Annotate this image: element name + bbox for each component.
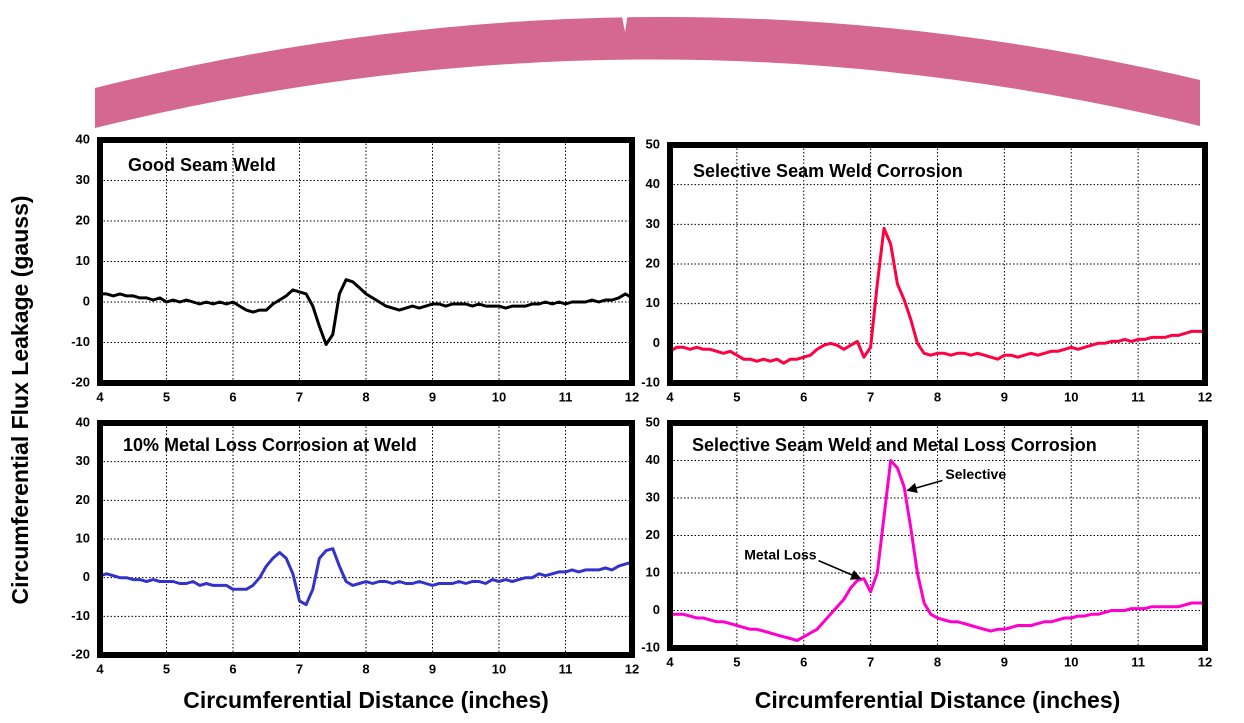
chart-title: Selective Seam Weld Corrosion	[693, 161, 963, 181]
weld-notch	[620, 6, 629, 32]
y-tick-label: -20	[71, 646, 90, 661]
x-axis-label: Circumferential Distance (inches)	[183, 687, 549, 713]
plot-border	[667, 420, 1208, 651]
x-tick-label: 12	[1198, 654, 1212, 669]
chart-title: Good Seam Weld	[128, 155, 276, 175]
y-tick-label: 50	[646, 136, 660, 151]
y-tick-label: 0	[83, 293, 90, 308]
x-tick-label: 4	[666, 389, 674, 404]
y-tick-label: 10	[646, 295, 660, 310]
y-tick-label: 30	[646, 216, 660, 231]
x-tick-label: 6	[800, 389, 807, 404]
x-tick-label: 6	[229, 389, 236, 404]
x-tick-label: 5	[163, 661, 170, 676]
y-tick-label: 0	[653, 602, 660, 617]
y-tick-label: 10	[76, 253, 90, 268]
x-tick-label: 9	[1001, 654, 1008, 669]
y-tick-label: 30	[76, 453, 90, 468]
y-tick-label: 30	[76, 172, 90, 187]
x-tick-label: 4	[666, 654, 674, 669]
chart-panel: -20 -10 0 10 20 30 40 4 5 6 7 8 9 10 11 12 Good Seam Wel…	[71, 131, 639, 404]
chart-title: Selective Seam Weld and Metal Loss Corro…	[692, 435, 1097, 455]
y-tick-label: 20	[76, 492, 90, 507]
x-tick-label: 8	[934, 654, 941, 669]
x-tick-label: 9	[1001, 389, 1008, 404]
x-tick-label: 4	[96, 661, 104, 676]
x-tick-label: 5	[733, 654, 740, 669]
y-tick-label: 40	[76, 131, 90, 146]
x-tick-label: 8	[934, 389, 941, 404]
data-line	[99, 547, 633, 607]
chart-panel: -10 0 10 20 30 40 50 4 5 6 7 8 9 10 11 12 Selective Seam…	[641, 414, 1212, 713]
chart-panel: -10 0 10 20 30 40 50 4 5 6 7 8 9 10 11 12 Selective Seam…	[641, 136, 1212, 404]
y-tick-label: 0	[83, 569, 90, 584]
y-tick-label: 20	[646, 527, 660, 542]
x-tick-label: 10	[1064, 654, 1078, 669]
y-tick-label: -10	[71, 608, 90, 623]
y-tick-label: 10	[76, 530, 90, 545]
x-tick-label: 11	[1131, 654, 1145, 669]
y-tick-label: -20	[71, 374, 90, 389]
x-tick-label: 8	[362, 389, 369, 404]
x-tick-label: 12	[1198, 389, 1212, 404]
x-tick-label: 7	[296, 389, 303, 404]
x-tick-label: 4	[96, 389, 104, 404]
x-tick-label: 11	[559, 661, 573, 676]
x-tick-label: 10	[1064, 389, 1078, 404]
y-tick-label: -10	[71, 334, 90, 349]
x-tick-label: 6	[229, 661, 236, 676]
x-tick-label: 11	[559, 389, 573, 404]
plot-border	[97, 137, 635, 386]
x-tick-label: 5	[733, 389, 740, 404]
data-line	[100, 278, 633, 346]
y-tick-label: 40	[76, 414, 90, 429]
y-tick-label: 50	[646, 414, 660, 429]
y-tick-label: -10	[641, 639, 660, 654]
data-line	[669, 226, 1205, 365]
x-tick-label: 10	[492, 661, 506, 676]
y-tick-label: 40	[646, 176, 660, 191]
annotation-label: Metal Loss	[744, 546, 817, 562]
y-tick-label: 30	[646, 489, 660, 504]
y-tick-label: 10	[646, 564, 660, 579]
x-tick-label: 9	[429, 661, 436, 676]
x-tick-label: 7	[867, 389, 874, 404]
annotation-label: Selective	[945, 466, 1006, 482]
x-tick-label: 12	[625, 661, 639, 676]
annotation-arrow	[818, 559, 862, 580]
x-tick-label: 7	[296, 661, 303, 676]
y-tick-label: 20	[76, 212, 90, 227]
y-tick-label: 0	[653, 335, 660, 350]
x-tick-label: 5	[163, 389, 170, 404]
y-tick-label: 40	[646, 452, 660, 467]
y-axis-label: Circumferential Flux Leakage (gauss)	[7, 195, 33, 604]
annotation-arrow	[906, 479, 943, 493]
x-axis-label: Circumferential Distance (inches)	[755, 687, 1121, 713]
x-tick-label: 11	[1131, 389, 1145, 404]
plot-border	[667, 142, 1208, 386]
plot-border	[97, 420, 635, 658]
chart-panel: -20 -10 0 10 20 30 40 4 5 6 7 8 9 10 11 12 10% Metal Los…	[71, 414, 639, 713]
x-tick-label: 7	[867, 654, 874, 669]
y-tick-label: -10	[641, 374, 660, 389]
data-line	[670, 459, 1205, 642]
x-tick-label: 12	[625, 389, 639, 404]
x-tick-label: 8	[362, 661, 369, 676]
x-tick-label: 9	[429, 389, 436, 404]
x-tick-label: 10	[492, 389, 506, 404]
chart-title: 10% Metal Loss Corrosion at Weld	[123, 435, 417, 455]
x-tick-label: 6	[800, 654, 807, 669]
y-tick-label: 20	[646, 255, 660, 270]
pipe-banner	[95, 16, 1200, 128]
